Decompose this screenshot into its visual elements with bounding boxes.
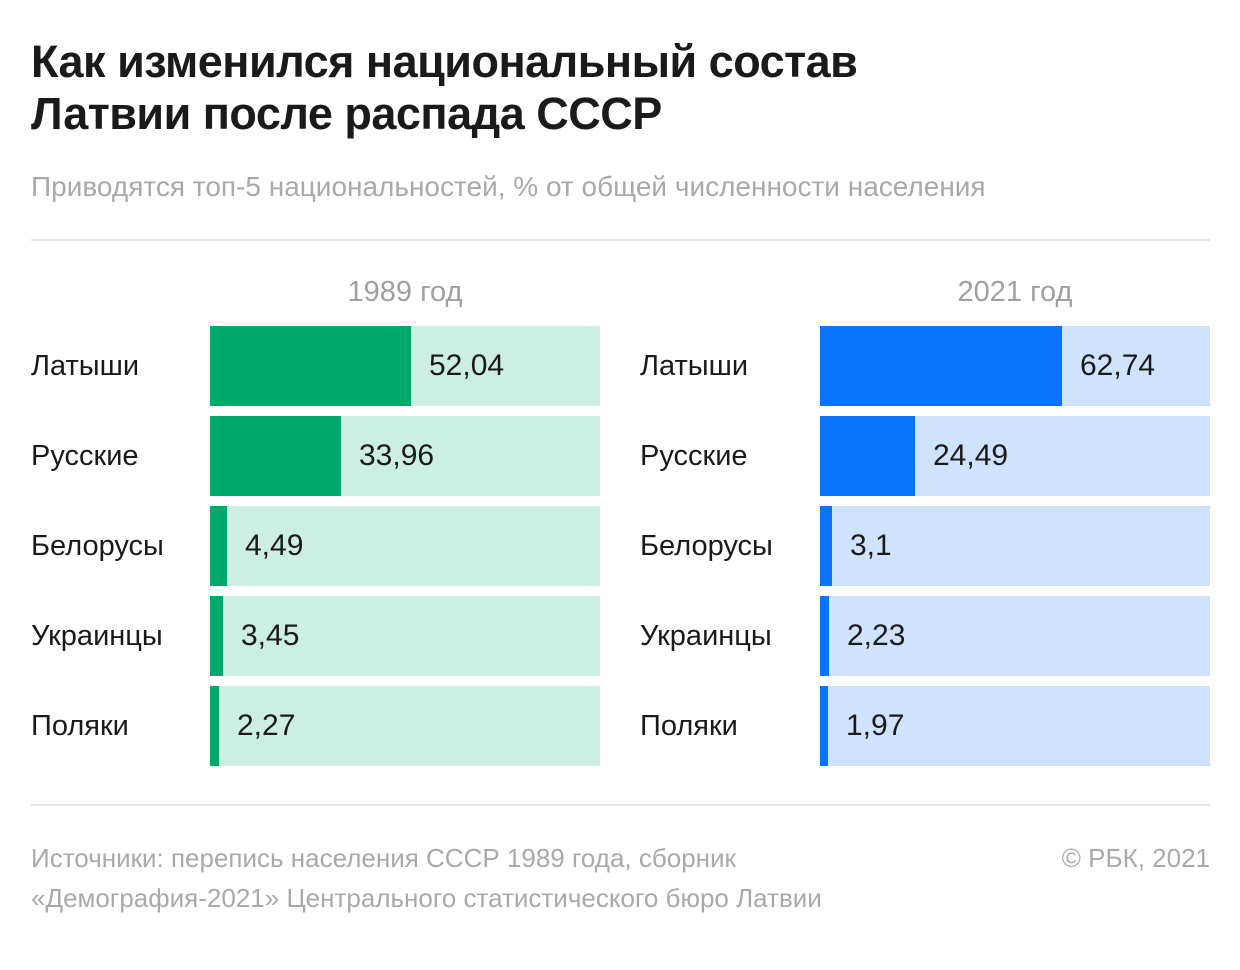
top-divider [31,239,1210,241]
bar-value-label: 3,45 [241,619,300,652]
bar-track: 4,49 [210,506,600,586]
bar [210,596,223,676]
bar-value-label: 62,74 [1080,349,1156,382]
bar-value-label: 33,96 [359,439,435,472]
bar-value-label: 4,49 [245,529,304,562]
bar [820,416,915,496]
chart-title-line-1: Как изменился национальный состав [31,36,858,87]
chart-subtitle: Приводятся топ-5 национальностей, % от о… [31,171,986,202]
bar-track: 2,23 [820,596,1210,676]
bar [210,326,411,406]
bar-value-label: 2,23 [847,619,906,652]
copyright: © РБК, 2021 [1061,843,1210,873]
bar [820,326,1062,406]
category-label: Украинцы [31,620,163,652]
bar-value-label: 24,49 [933,439,1009,472]
category-label: Латыши [31,350,140,382]
bar [210,506,227,586]
category-label: Белорусы [640,530,773,562]
panel-title-2021: 2021 год [957,276,1073,308]
source-note: Источники: перепись населения СССР 1989 … [31,838,822,918]
bar-track: 62,74 [820,326,1210,406]
category-label: Поляки [31,710,129,742]
bar [210,686,219,766]
bar [210,416,341,496]
bar [820,686,828,766]
bar-track: 52,04 [210,326,600,406]
bar-value-label: 3,1 [850,529,892,562]
chart-title-line-2: Латвии после распада СССР [31,88,662,139]
bar [820,596,829,676]
category-label: Белорусы [31,530,164,562]
bar [820,506,832,586]
bar-track: 3,45 [210,596,600,676]
bar-track: 3,1 [820,506,1210,586]
bar-track: 1,97 [820,686,1210,766]
bar-track: 2,27 [210,686,600,766]
bar-value-label: 2,27 [237,709,296,742]
category-label: Украинцы [640,620,772,652]
source-line-1: Источники: перепись населения СССР 1989 … [31,843,736,873]
bar-value-label: 52,04 [429,349,505,382]
category-label: Русские [640,440,748,472]
bottom-divider [31,804,1210,806]
chart-title: Как изменился национальный состав Латвии… [31,36,1181,140]
bar-value-label: 1,97 [846,709,905,742]
bar-track: 24,49 [820,416,1210,496]
source-line-2: «Демография-2021» Центрального статистич… [31,883,822,913]
bar-track: 33,96 [210,416,600,496]
category-label: Русские [31,440,139,472]
category-label: Латыши [640,350,749,382]
panel-title-1989: 1989 год [347,276,463,308]
category-label: Поляки [640,710,738,742]
